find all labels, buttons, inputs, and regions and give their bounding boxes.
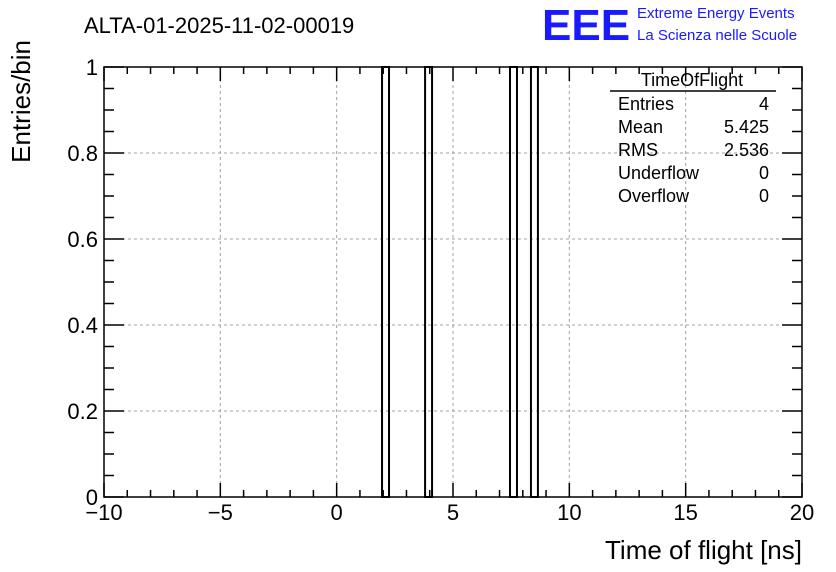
stats-box-title: TimeOfFlight [641,70,743,90]
x-tick-label: 0 [331,500,343,525]
tick-labels: −10 −5 0 5 10 15 20 0 0.2 0.4 0.6 0.8 1 [67,55,814,525]
eee-logo: EEE Extreme Energy Events La Scienza nel… [542,1,797,50]
stats-label: Overflow [618,186,690,206]
grid-lines [104,66,802,497]
x-axis-label: Time of flight [ns] [605,535,802,565]
x-tick-label: 10 [557,500,581,525]
logo-line-2: La Scienza nelle Scuole [637,27,797,44]
stats-label: Entries [618,94,674,114]
stats-value: 5.425 [724,117,769,137]
chart-title: ALTA-01-2025-11-02-00019 [84,13,354,38]
stats-value: 4 [759,94,769,114]
histogram-bars [381,66,539,498]
x-tick-label: −5 [208,500,233,525]
y-tick-label: 0.8 [67,141,98,166]
y-tick-label: 0.2 [67,399,98,424]
stats-label: Underflow [618,163,700,183]
axes [103,66,803,498]
stats-value: 0 [759,163,769,183]
histogram-bar-3 [529,66,539,498]
y-axis-label: Entries/bin [6,40,36,163]
x-tick-label: 5 [447,500,459,525]
x-tick-label: 15 [673,500,697,525]
logo-mark: EEE [542,1,630,50]
histogram-bar-1 [424,66,434,498]
y-tick-label: 0.4 [67,313,98,338]
histogram-bar-2 [509,66,518,498]
stats-label: RMS [618,140,658,160]
stats-box: TimeOfFlight Entries 4 Mean 5.425 RMS 2.536 Un… [610,70,776,206]
y-tick-label: 0 [86,485,98,510]
histogram-bar-0 [381,66,391,498]
stats-value: 0 [759,186,769,206]
y-tick-label: 0.6 [67,227,98,252]
stats-value: 2.536 [724,140,769,160]
plot-frame [103,66,803,498]
logo-line-1: Extreme Energy Events [637,5,795,22]
x-tick-label: −10 [85,500,122,525]
stats-label: Mean [618,117,663,137]
x-tick-label: 20 [790,500,814,525]
y-tick-label: 1 [86,55,98,80]
